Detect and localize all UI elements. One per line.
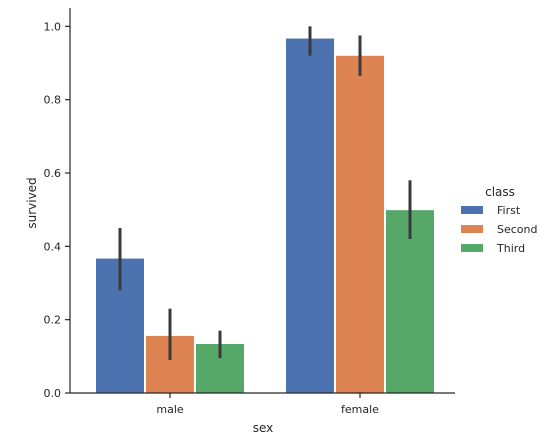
x-tick-label: female [341,403,379,416]
legend-swatch-third [461,244,483,252]
legend: class First Second Third [461,185,537,255]
y-tick-label: 0.4 [44,240,62,253]
y-tick-label: 0.6 [44,167,62,180]
y-tick-label: 1.0 [44,20,62,33]
legend-label-third: Third [496,242,525,255]
bars-layer [95,37,435,394]
x-axis-label: sex [253,421,274,435]
legend-items: First Second Third [461,204,537,255]
y-tick-label: 0.8 [44,94,62,107]
y-tick-label: 0.0 [44,387,62,400]
y-tick-label: 0.2 [44,314,62,327]
legend-swatch-first [461,206,483,214]
y-axis-label: survived [25,177,39,228]
legend-label-second: Second [497,223,537,236]
error-bars-layer [118,26,412,360]
bar-female-third [385,209,435,394]
y-ticks: 0.0 0.2 0.4 0.6 0.8 1.0 [44,20,70,400]
bar-female-first [285,37,335,394]
legend-title: class [485,185,515,199]
x-tick-label: male [156,403,184,416]
x-ticks: male female [156,393,379,416]
legend-label-first: First [497,204,521,217]
bar-female-second [335,54,385,394]
legend-swatch-second [461,225,483,233]
